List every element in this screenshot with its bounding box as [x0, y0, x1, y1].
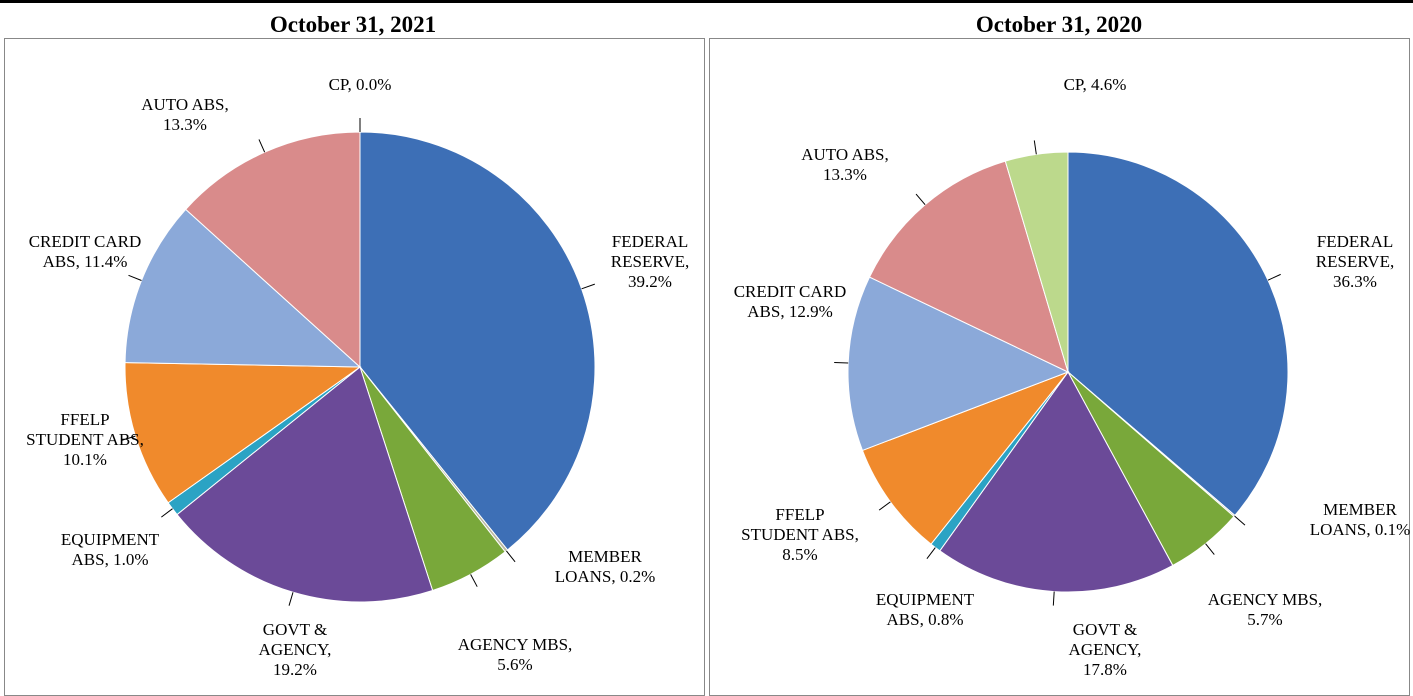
- data-label: FEDERAL RESERVE, 39.2%: [590, 232, 710, 292]
- value-label: 17.8%: [1083, 660, 1127, 679]
- value-label: 13.3%: [823, 165, 867, 184]
- category-label: GOVT & AGENCY,: [1068, 620, 1142, 659]
- value-label: 0.1%: [1374, 520, 1411, 539]
- leader-line: [1234, 515, 1246, 526]
- pie-slice: [124, 208, 362, 368]
- chart-title: October 31, 2021: [269, 12, 437, 37]
- category-label: CREDIT CARD ABS,: [733, 282, 847, 321]
- leader-line: [1052, 591, 1055, 606]
- category-label: CP,: [1063, 75, 1087, 94]
- top-rule: [0, 0, 1413, 3]
- data-label: FEDERAL RESERVE, 36.3%: [1295, 232, 1413, 292]
- leader-line: [288, 592, 294, 606]
- value-label: 11.4%: [84, 252, 128, 271]
- data-label: MEMBER LOANS, 0.1%: [1300, 500, 1413, 540]
- value-label: 13.3%: [163, 115, 207, 134]
- chart-title: October 31, 2020: [975, 12, 1143, 37]
- leader-line: [1033, 140, 1037, 155]
- leader-line: [926, 547, 936, 559]
- pie-slice: [359, 131, 596, 551]
- pie-slice: [868, 160, 1069, 373]
- data-label: EQUIPMENT ABS, 1.0%: [50, 530, 170, 570]
- category-label: FFELP STUDENT ABS,: [26, 410, 144, 449]
- leader-line: [121, 435, 136, 441]
- value-label: 19.2%: [273, 660, 317, 679]
- value-label: 0.2%: [619, 567, 656, 586]
- pie-slice: [184, 131, 361, 369]
- data-label: CP, 0.0%: [300, 75, 420, 95]
- leader-line: [1205, 543, 1215, 555]
- data-label: FFELP STUDENT ABS, 10.1%: [25, 410, 145, 470]
- value-label: 39.2%: [628, 272, 672, 291]
- category-label: AGENCY MBS,: [457, 635, 573, 654]
- value-label: 1.0%: [113, 550, 149, 569]
- value-label: 10.1%: [63, 450, 107, 469]
- category-label: CP,: [328, 75, 352, 94]
- category-label: EQUIPMENT ABS,: [60, 530, 160, 569]
- category-label: MEMBER LOANS,: [554, 547, 642, 586]
- pie-slice: [1067, 151, 1289, 517]
- category-label: MEMBER LOANS,: [1309, 500, 1397, 539]
- leader-line: [581, 283, 595, 290]
- value-label: 0.8%: [928, 610, 964, 629]
- value-label: 12.9%: [788, 302, 833, 321]
- value-label: 5.7%: [1247, 610, 1283, 629]
- category-label: GOVT & AGENCY,: [258, 620, 332, 659]
- data-label: CREDIT CARD ABS, 11.4%: [25, 232, 145, 272]
- category-label: FFELP STUDENT ABS,: [741, 505, 859, 544]
- leader-line: [505, 550, 516, 563]
- data-label: GOVT & AGENCY, 17.8%: [1045, 620, 1165, 680]
- pie-slice: [176, 366, 434, 603]
- category-label: AUTO ABS,: [141, 95, 229, 114]
- data-label: CP, 4.6%: [1035, 75, 1155, 95]
- leader-line: [258, 139, 266, 153]
- category-label: FEDERAL RESERVE,: [610, 232, 690, 271]
- pie-slice: [1004, 151, 1069, 373]
- value-label: 0.0%: [356, 75, 392, 94]
- data-label: FFELP STUDENT ABS, 8.5%: [740, 505, 860, 565]
- leader-line: [878, 501, 891, 511]
- value-label: 8.5%: [782, 545, 818, 564]
- category-label: FEDERAL RESERVE,: [1315, 232, 1395, 271]
- leader-line: [915, 193, 926, 206]
- category-label: AUTO ABS,: [801, 145, 889, 164]
- data-label: AGENCY MBS, 5.6%: [455, 635, 575, 675]
- pie-slice: [847, 276, 1070, 452]
- category-label: EQUIPMENT ABS,: [875, 590, 975, 629]
- data-label: MEMBER LOANS, 0.2%: [545, 547, 665, 587]
- leader-line: [161, 508, 173, 518]
- value-label: 4.6%: [1091, 75, 1127, 94]
- value-label: 5.6%: [497, 655, 533, 674]
- leader-line: [470, 574, 478, 587]
- leader-line: [834, 361, 849, 364]
- data-label: CREDIT CARD ABS, 12.9%: [730, 282, 850, 322]
- value-label: 36.3%: [1333, 272, 1377, 291]
- category-label: AGENCY MBS,: [1207, 590, 1323, 609]
- data-label: AUTO ABS, 13.3%: [125, 95, 245, 135]
- data-label: EQUIPMENT ABS, 0.8%: [865, 590, 985, 630]
- data-label: AGENCY MBS, 5.7%: [1205, 590, 1325, 630]
- data-label: AUTO ABS, 13.3%: [785, 145, 905, 185]
- leader-line: [128, 274, 142, 281]
- category-label: CREDIT CARD ABS,: [28, 232, 142, 271]
- data-label: GOVT & AGENCY, 19.2%: [235, 620, 355, 680]
- pie-slice: [861, 370, 1070, 545]
- leader-line: [1267, 273, 1281, 281]
- pie-slice: [939, 371, 1174, 593]
